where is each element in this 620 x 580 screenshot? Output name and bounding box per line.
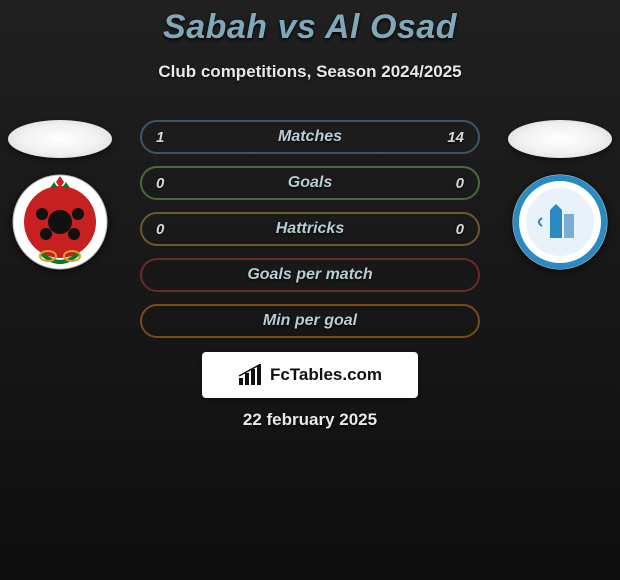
comparison-card: Sabah vs Al Osad Club competitions, Seas… [0,0,620,580]
stat-row-hattricks: 0 Hattricks 0 [140,212,480,246]
stat-left-value: 0 [156,175,164,192]
crest-icon [512,174,608,270]
stat-left-value: 0 [156,221,164,238]
stat-row-matches: 1 Matches 14 [140,120,480,154]
stat-right-value: 0 [456,175,464,192]
match-date: 22 february 2025 [0,410,620,430]
page-title: Sabah vs Al Osad [0,8,620,47]
stat-row-goals-per-match: Goals per match [140,258,480,292]
left-team-column [0,120,120,270]
stat-label: Goals per match [247,266,372,284]
left-team-crest [12,174,108,270]
right-team-crest [512,174,608,270]
season-subtitle: Club competitions, Season 2024/2025 [0,62,620,82]
stat-label: Min per goal [263,312,357,330]
right-team-ellipse [508,120,612,158]
left-team-ellipse [8,120,112,158]
right-team-column [500,120,620,270]
stat-right-value: 0 [456,221,464,238]
stat-right-value: 14 [447,129,464,146]
brand-badge[interactable]: FcTables.com [202,352,418,398]
stat-left-value: 1 [156,129,164,146]
crest-icon [12,174,108,270]
brand-text: FcTables.com [270,365,382,385]
stat-row-goals: 0 Goals 0 [140,166,480,200]
stat-label: Goals [288,174,332,192]
bars-icon [238,364,264,386]
stat-label: Matches [278,128,342,146]
stats-list: 1 Matches 14 0 Goals 0 0 Hattricks 0 Goa… [140,120,480,350]
stat-label: Hattricks [276,220,344,238]
stat-row-min-per-goal: Min per goal [140,304,480,338]
